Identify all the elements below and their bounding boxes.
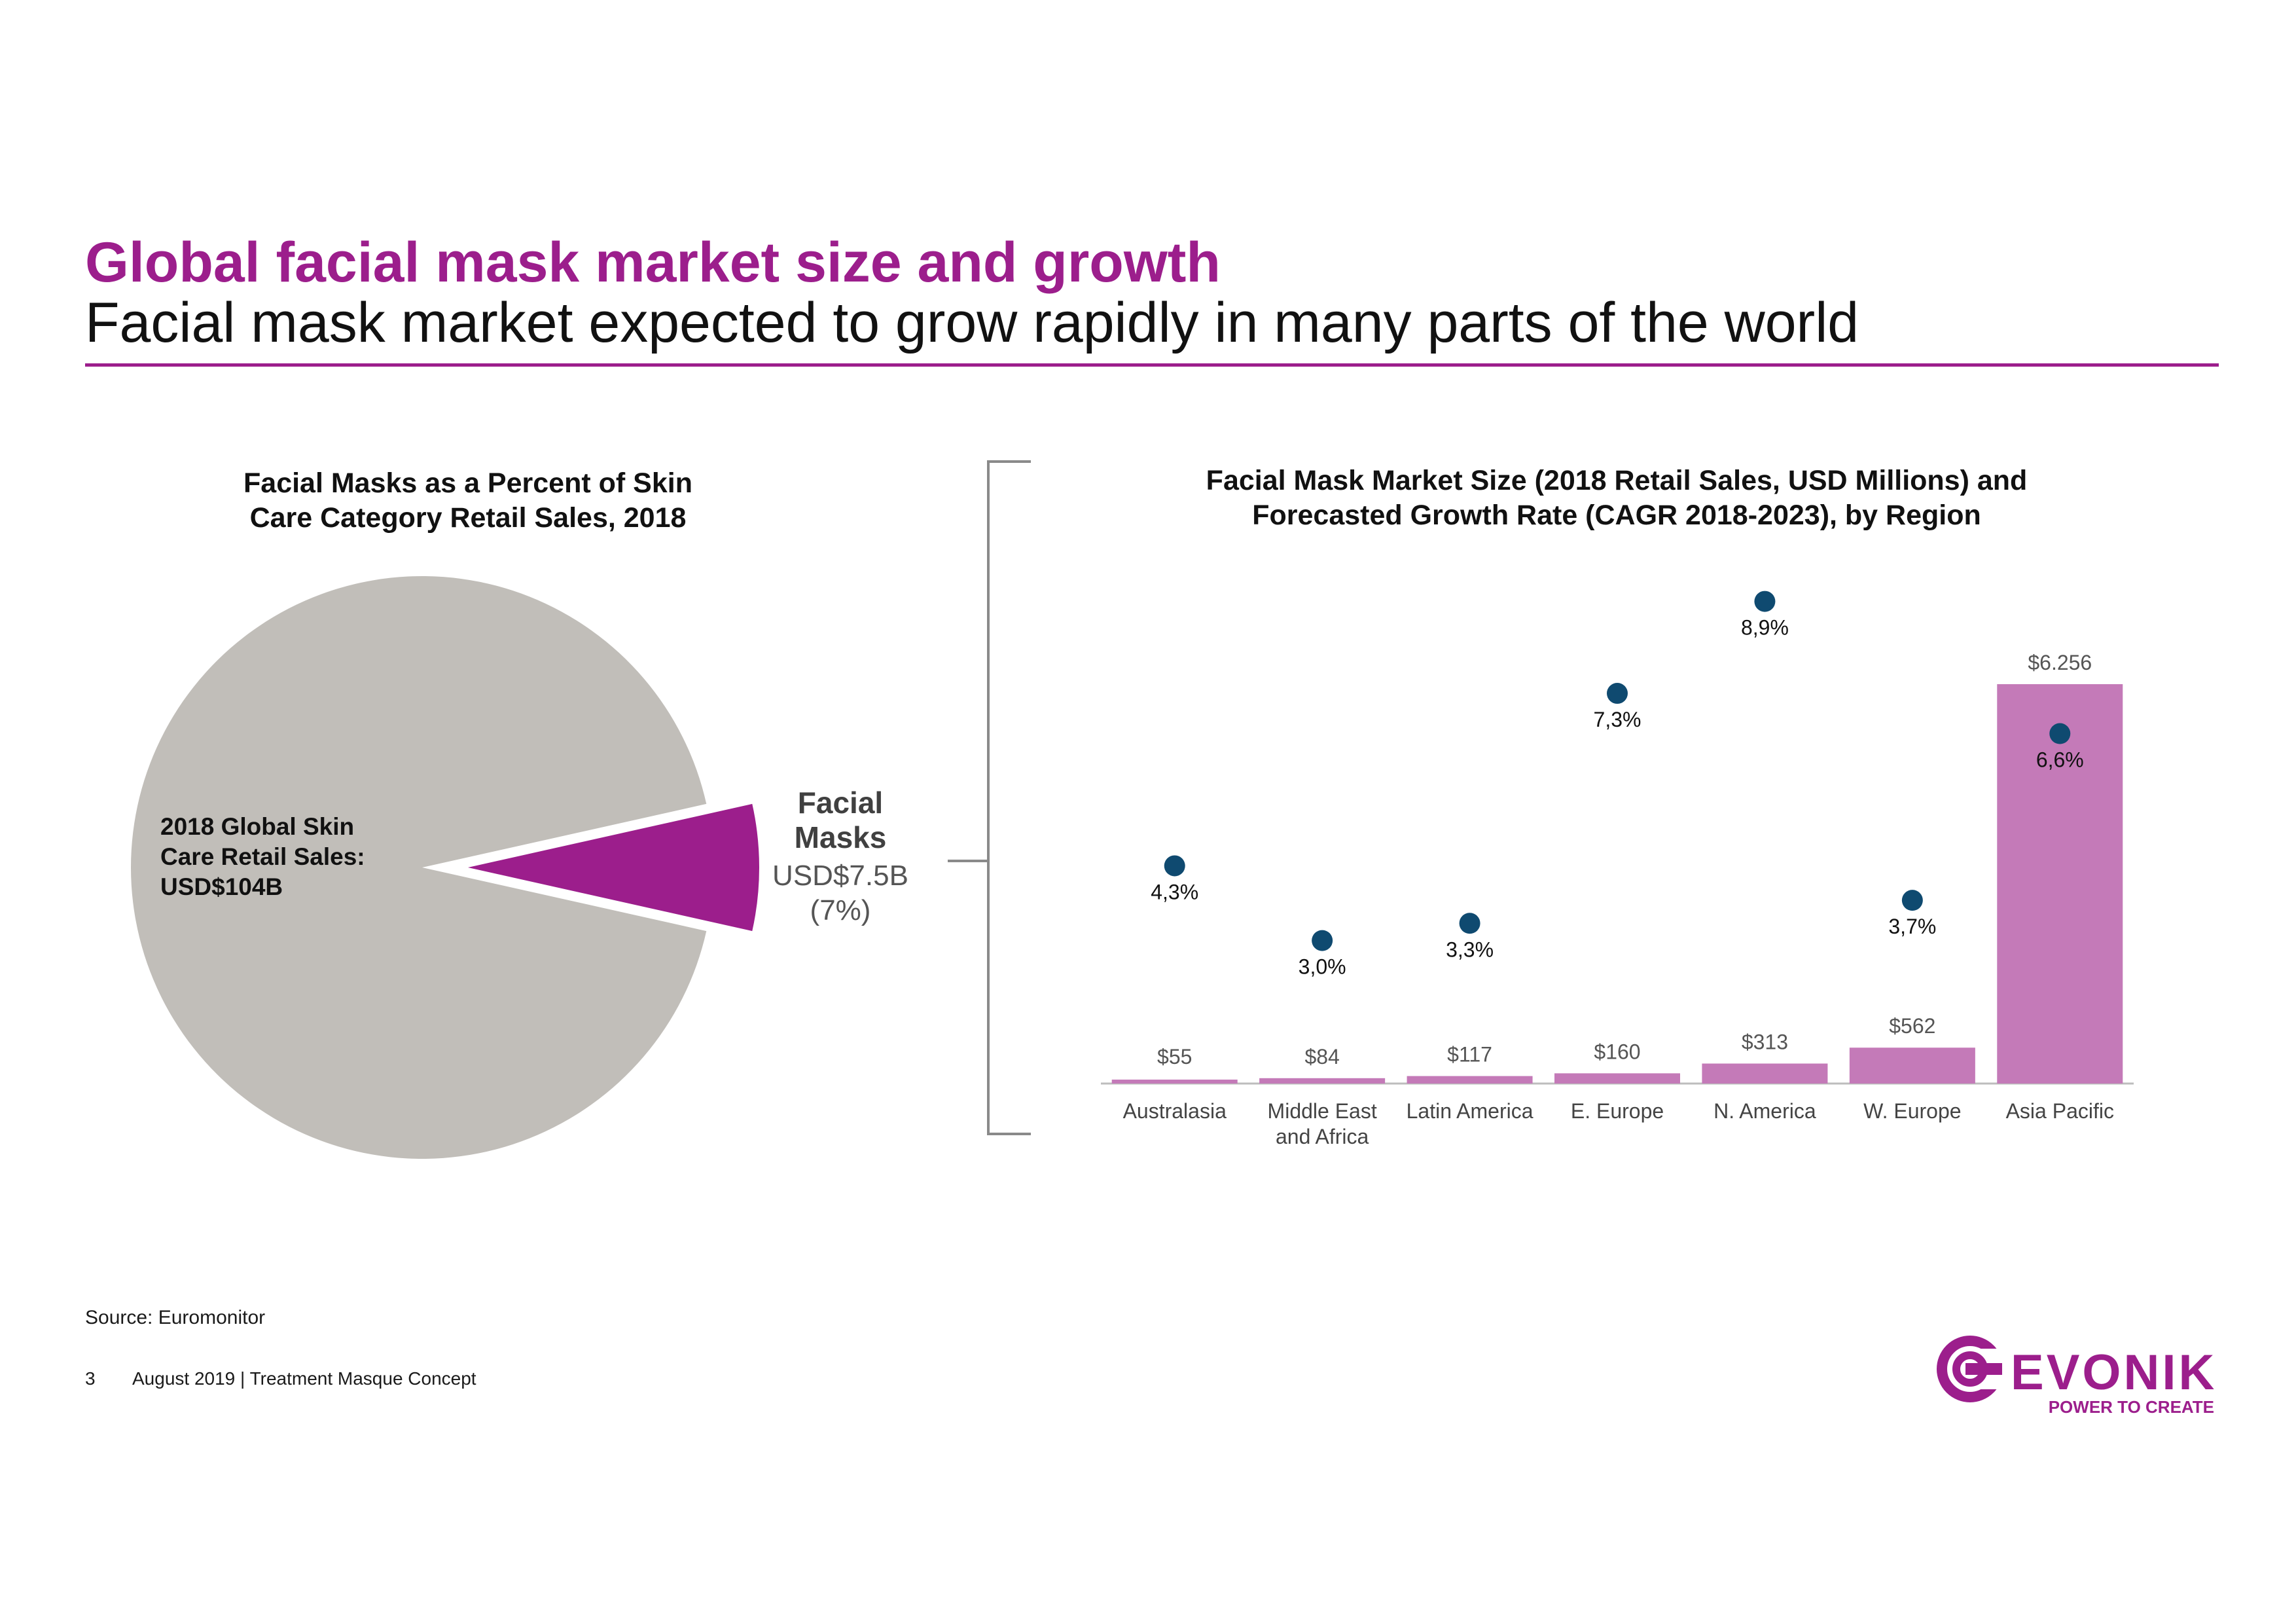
cagr-point xyxy=(1901,890,1923,911)
bar-title-line: Forecasted Growth Rate (CAGR 2018-2023),… xyxy=(1252,500,1981,531)
cagr-label: 7,3% xyxy=(1594,708,1641,731)
bar xyxy=(1702,1063,1828,1084)
pie-main-label: Care Retail Sales: xyxy=(160,843,365,870)
evonik-wordmark: EVONIK xyxy=(2011,1345,2215,1400)
bar xyxy=(1111,1080,1238,1084)
pie-chart: 2018 Global Skin Care Retail Sales: USD$10… xyxy=(131,576,908,1159)
bar-value-label: $117 xyxy=(1447,1043,1492,1067)
page-title: Global facial mask market size and growt… xyxy=(85,231,1221,294)
page-subtitle: Facial mask market expected to grow rapi… xyxy=(85,291,1859,354)
pie-mask-value: USD$7.5B xyxy=(772,860,908,892)
bar xyxy=(1407,1076,1533,1084)
cagr-point xyxy=(1754,591,1776,612)
bar-value-label: $160 xyxy=(1594,1040,1640,1063)
cagr-label: 4,3% xyxy=(1151,880,1198,903)
x-tick-label: and Africa xyxy=(1276,1125,1369,1148)
bar xyxy=(1997,684,2123,1084)
pie-mask-label: Facial xyxy=(798,786,883,820)
pie-chart-title: Facial Masks as a Percent of Skin Care C… xyxy=(164,466,772,536)
bracket-connector xyxy=(948,460,1031,1135)
cagr-label: 3,3% xyxy=(1446,938,1494,961)
footer: 3 August 2019 | Treatment Masque Concept xyxy=(85,1368,476,1389)
cagr-label: 6,6% xyxy=(2036,748,2084,772)
bar-title-line: Facial Mask Market Size (2018 Retail Sal… xyxy=(1206,465,2028,496)
evonik-logo: EVONIK POWER TO CREATE xyxy=(1937,1336,2215,1417)
cagr-point xyxy=(2049,723,2071,744)
bracket-line xyxy=(948,460,1031,1135)
cagr-label: 3,7% xyxy=(1888,915,1936,938)
x-tick-label: Latin America xyxy=(1407,1099,1534,1123)
pie-slice-skin-care xyxy=(131,576,707,1159)
bar xyxy=(1554,1073,1680,1084)
evonik-tagline: POWER TO CREATE xyxy=(2049,1397,2214,1417)
pie-mask-percent: (7%) xyxy=(810,894,871,926)
pie-slice-facial-masks xyxy=(468,803,759,932)
bar-value-label: $313 xyxy=(1742,1030,1788,1053)
x-tick-label: N. America xyxy=(1713,1099,1816,1123)
cagr-point xyxy=(1607,683,1628,704)
footer-text: August 2019 | Treatment Masque Concept xyxy=(132,1368,476,1389)
pie-title-line: Care Category Retail Sales, 2018 xyxy=(249,502,687,534)
title-divider xyxy=(85,363,2219,367)
bar-value-label: $562 xyxy=(1889,1014,1935,1038)
bar-chart-title: Facial Mask Market Size (2018 Retail Sal… xyxy=(1060,464,2173,533)
bar-value-label: $84 xyxy=(1304,1045,1339,1068)
pie-main-label: 2018 Global Skin xyxy=(160,813,354,840)
x-tick-label: E. Europe xyxy=(1571,1099,1664,1123)
x-tick-label: Middle East xyxy=(1268,1099,1377,1123)
cagr-point xyxy=(1164,855,1185,877)
bar xyxy=(1259,1078,1386,1084)
pie-title-line: Facial Masks as a Percent of Skin xyxy=(243,467,692,499)
x-tick-label: Australasia xyxy=(1123,1099,1227,1123)
pie-mask-label: Masks xyxy=(795,820,887,854)
bar-value-label: $55 xyxy=(1157,1045,1192,1068)
pie-main-label: USD$104B xyxy=(160,873,283,900)
x-tick-label: Asia Pacific xyxy=(2006,1099,2114,1123)
evonik-emblem-icon xyxy=(1937,1336,2005,1402)
cagr-point xyxy=(1312,930,1333,951)
source-note: Source: Euromonitor xyxy=(85,1307,266,1328)
cagr-label: 3,0% xyxy=(1299,955,1346,979)
bar xyxy=(1849,1048,1975,1084)
cagr-point xyxy=(1459,913,1480,934)
page-number: 3 xyxy=(85,1368,96,1389)
bar-value-label: $6.256 xyxy=(2028,651,2092,674)
x-tick-label: W. Europe xyxy=(1863,1099,1961,1123)
cagr-label: 8,9% xyxy=(1741,616,1789,640)
